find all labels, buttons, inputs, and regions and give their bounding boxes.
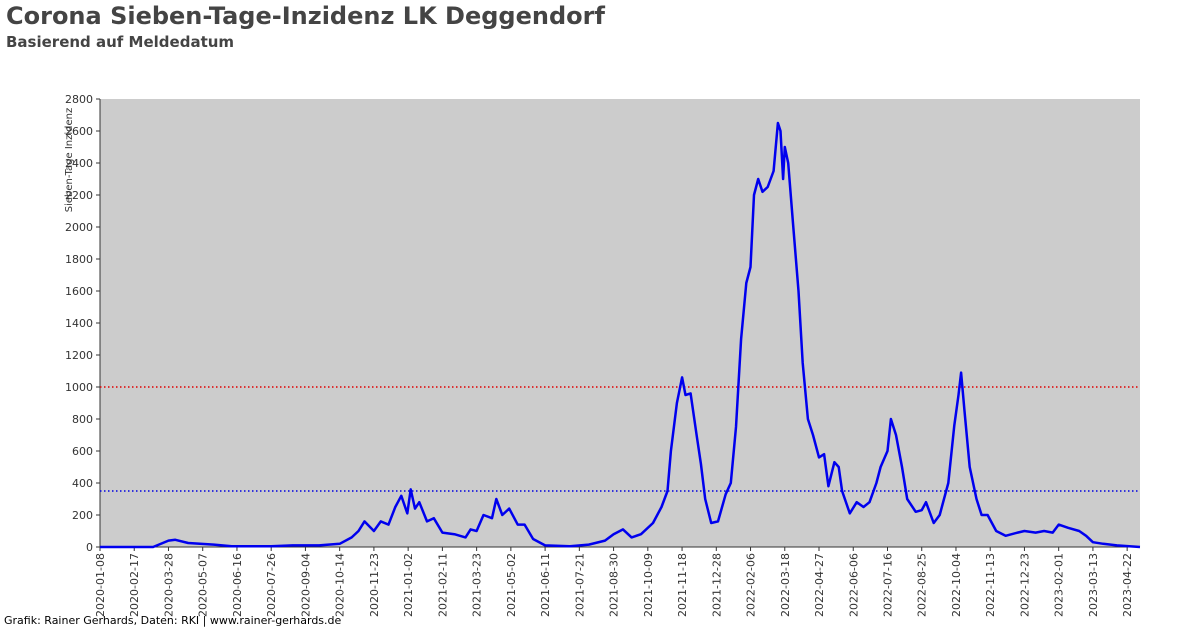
chart-subtitle: Basierend auf Meldedatum: [6, 33, 234, 51]
x-tick-label: 2022-07-16: [881, 553, 894, 617]
y-tick-label: 200: [72, 509, 93, 522]
y-tick-label: 1600: [65, 285, 93, 298]
plot-area: [100, 99, 1140, 547]
x-tick-label: 2020-10-14: [334, 553, 347, 617]
y-tick-label: 2400: [65, 157, 93, 170]
x-tick-label: 2020-09-04: [299, 553, 312, 617]
y-tick-label: 2000: [65, 221, 93, 234]
x-tick-label: 2020-11-23: [368, 553, 381, 617]
x-tick-label: 2022-02-06: [745, 553, 758, 617]
y-tick-label: 2800: [65, 93, 93, 106]
y-tick-label: 2200: [65, 189, 93, 202]
x-tick-label: 2020-03-28: [162, 553, 175, 617]
x-tick-label: 2021-05-02: [505, 553, 518, 617]
x-tick-label: 2021-07-21: [573, 553, 586, 617]
y-tick-label: 2600: [65, 125, 93, 138]
x-tick-label: 2022-11-13: [984, 553, 997, 617]
x-tick-label: 2022-03-18: [779, 553, 792, 617]
x-tick-label: 2020-05-07: [197, 553, 210, 617]
x-tick-label: 2021-12-28: [710, 553, 723, 617]
x-tick-label: 2020-01-08: [94, 553, 107, 617]
chart-title: Corona Sieben-Tage-Inzidenz LK Deggendor…: [6, 2, 605, 30]
x-tick-label: 2021-10-09: [642, 553, 655, 617]
x-tick-label: 2022-08-25: [916, 553, 929, 617]
x-tick-label: 2023-03-13: [1087, 553, 1100, 617]
x-tick-label: 2022-12-23: [1018, 553, 1031, 617]
y-tick-label: 400: [72, 477, 93, 490]
x-tick-label: 2021-01-02: [402, 553, 415, 617]
x-tick-label: 2020-02-17: [128, 553, 141, 617]
y-tick-label: 1800: [65, 253, 93, 266]
x-tick-label: 2021-08-30: [608, 553, 621, 617]
x-tick-label: 2021-03-23: [471, 553, 484, 617]
x-tick-label: 2022-10-04: [950, 553, 963, 617]
y-tick-label: 0: [86, 541, 93, 554]
y-tick-label: 1200: [65, 349, 93, 362]
x-tick-label: 2020-07-26: [265, 553, 278, 617]
x-tick-label: 2021-06-11: [539, 553, 552, 617]
x-tick-label: 2023-02-01: [1053, 553, 1066, 617]
x-tick-label: 2023-04-22: [1121, 553, 1134, 617]
data-line: [100, 121, 1141, 549]
y-tick-label: 1400: [65, 317, 93, 330]
x-tick-label: 2020-06-16: [231, 553, 244, 617]
x-tick-label: 2022-06-06: [847, 553, 860, 617]
x-tick-label: 2021-02-11: [436, 553, 449, 617]
y-tick-label: 600: [72, 445, 93, 458]
y-tick-label: 800: [72, 413, 93, 426]
x-tick-label: 2022-04-27: [813, 553, 826, 617]
y-axis-label: Sieben-Tage Inzidenz: [64, 108, 75, 212]
y-tick-label: 1000: [65, 381, 93, 394]
x-tick-label: 2021-11-18: [676, 553, 689, 617]
footer: Grafik: Rainer Gerhards, Daten: RKI | ww…: [4, 614, 342, 627]
